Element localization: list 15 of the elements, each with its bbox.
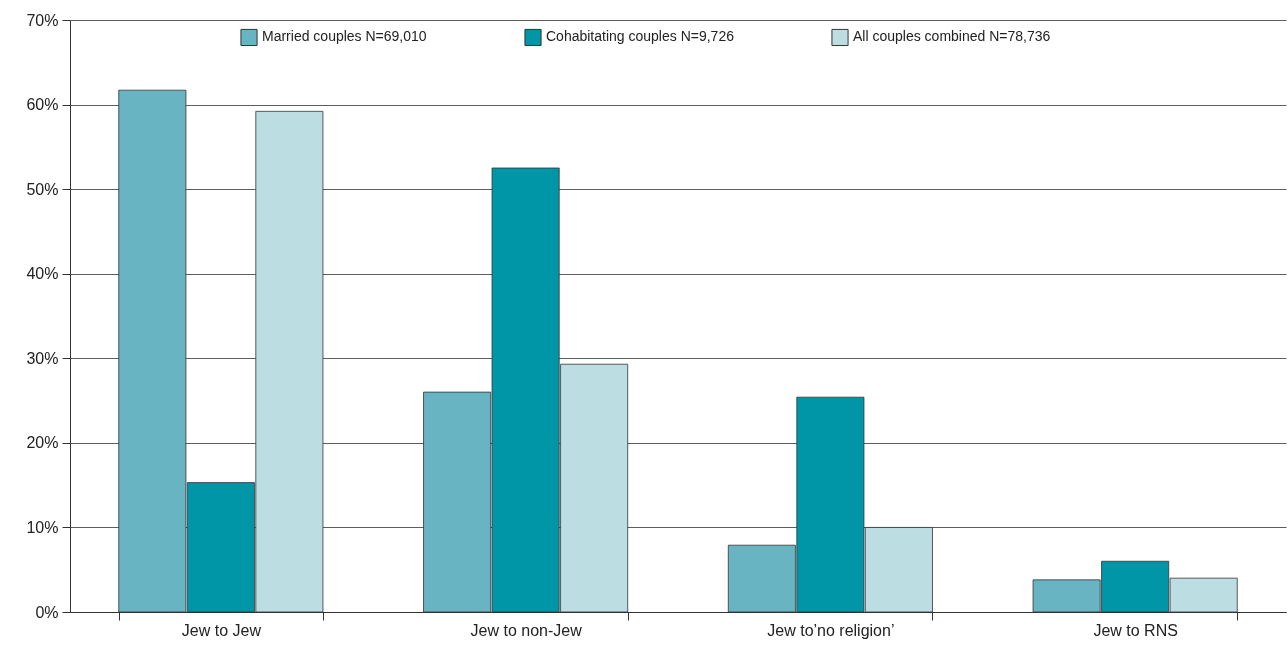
- x-tick-label: Jew to RNS: [1093, 621, 1178, 639]
- y-tick-label: 30%: [26, 349, 59, 367]
- y-tick-label: 40%: [26, 265, 59, 283]
- y-tick-label: 70%: [26, 11, 59, 29]
- legend-label: Cohabitating couples N=9,726: [546, 28, 735, 45]
- x-tick-label: Jew to non-Jew: [470, 621, 583, 639]
- y-tick-label: 20%: [26, 434, 59, 452]
- legend-label: All couples combined N=78,736: [853, 28, 1051, 45]
- x-tick-label: Jew to Jew: [181, 621, 262, 639]
- x-tick-label: Jew to’no religion’: [767, 621, 895, 639]
- y-tick-label: 50%: [26, 180, 59, 198]
- y-tick-label: 60%: [26, 96, 59, 114]
- y-tick-label: 0%: [35, 603, 59, 621]
- y-tick-label: 10%: [26, 518, 59, 536]
- legend-label: Married couples N=69,010: [262, 28, 427, 45]
